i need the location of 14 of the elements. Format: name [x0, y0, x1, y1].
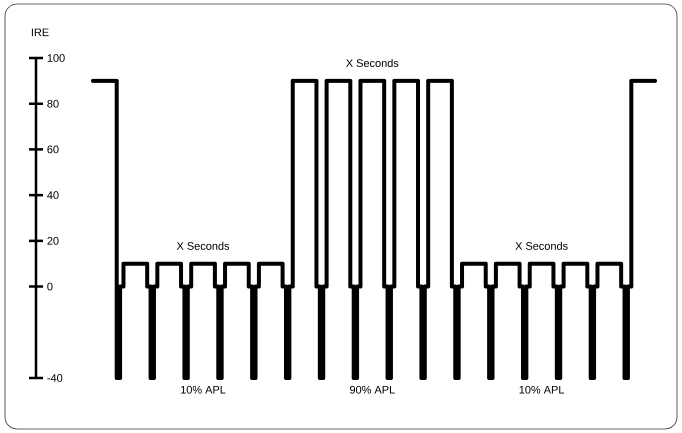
y-tick-label: 60 — [47, 146, 59, 154]
text: 90% APL — [350, 386, 395, 394]
y-tick-label: 80 — [47, 100, 59, 108]
text: 10% APL — [520, 386, 564, 394]
y-tick-label: 0 — [47, 282, 53, 290]
text: 10% APL — [181, 386, 226, 394]
y-tick-label: -40 — [47, 374, 62, 382]
annotation: X Seconds — [176, 242, 230, 250]
y-tick-label: 20 — [47, 236, 59, 245]
annotation: X Seconds — [515, 242, 568, 250]
y-tick-label: 40 — [47, 191, 59, 200]
y-tick-label: 100 — [48, 54, 65, 62]
y-axis-title: IRE — [32, 28, 49, 36]
annotation: X Seconds — [346, 58, 398, 67]
